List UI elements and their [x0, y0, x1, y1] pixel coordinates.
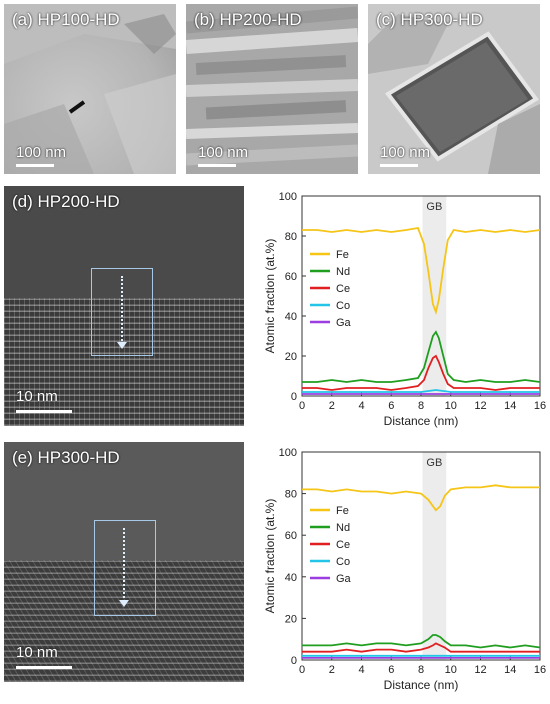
panel-label-d: (d) HP200-HD [12, 192, 120, 211]
x-tick-label: 14 [504, 664, 516, 676]
scale-text-c: 100 nm [380, 144, 431, 161]
x-tick-label: 6 [388, 400, 394, 412]
legend-label-ce: Ce [336, 283, 350, 295]
y-tick-label: 100 [279, 447, 297, 459]
tem-image-b: (b) HP200-HD 100 nm [186, 4, 358, 174]
y-tick-label: 60 [285, 271, 297, 283]
legend-label-ga: Ga [336, 573, 352, 585]
x-tick-label: 0 [299, 400, 305, 412]
series-line-ce [302, 354, 540, 391]
roi-box-e [94, 520, 156, 616]
panel-label-b: (b) HP200-HD [194, 10, 302, 29]
series-line-fe [302, 484, 540, 512]
y-tick-label: 0 [291, 391, 297, 403]
legend-label-co: Co [336, 556, 350, 568]
x-axis-label: Distance (nm) [384, 414, 459, 428]
legend-label-nd: Nd [336, 266, 350, 278]
grain-texture-c [368, 14, 540, 174]
scalebar-e [16, 666, 72, 669]
series-line-ce [302, 642, 540, 653]
scale-text-e: 10 nm [16, 644, 58, 661]
x-tick-label: 12 [474, 400, 486, 412]
panel-label-a: (a) HP100-HD [12, 10, 120, 29]
legend-label-fe: Fe [336, 505, 349, 517]
line-chart-e: GB 0 2 4 6 8 10 12 14 16 0 20 40 60 80 100 Distance (nm)… [262, 442, 546, 696]
plot-frame [301, 195, 541, 397]
x-tick-label: 14 [504, 400, 516, 412]
series-line-nd [302, 330, 541, 383]
x-tick-label: 10 [445, 664, 457, 676]
y-tick-label: 80 [285, 231, 297, 243]
series-line-co [302, 389, 540, 393]
series-line-fe [302, 226, 541, 316]
legend-label-ce: Ce [336, 539, 350, 551]
scale-text-d: 10 nm [16, 388, 58, 405]
y-axis-label: Atomic fraction (at.%) [263, 239, 277, 354]
x-tick-label: 16 [534, 400, 546, 412]
y-tick-label: 40 [285, 572, 297, 584]
panel-label-e: (e) HP300-HD [12, 448, 120, 467]
x-tick-label: 4 [358, 664, 364, 676]
x-tick-label: 12 [474, 664, 486, 676]
x-tick-label: 4 [358, 400, 364, 412]
scan-arrow-e [123, 528, 125, 602]
series-line-nd [302, 634, 541, 649]
scalebar-c [380, 164, 418, 167]
gb-annotation: GB [426, 457, 442, 469]
hrtem-image-e: (e) HP300-HD 10 nm [4, 442, 244, 682]
scan-arrowhead-d [117, 342, 127, 349]
roi-box-d [91, 268, 153, 356]
y-tick-label: 100 [279, 191, 297, 203]
x-tick-label: 2 [329, 400, 335, 412]
tem-image-a: (a) HP100-HD 100 nm [4, 4, 176, 174]
grain-texture-b [186, 6, 358, 166]
chart-svg-d: GB 0 2 4 6 8 10 12 14 16 0 20 40 60 80 100 Distance (nm)… [263, 191, 546, 428]
scan-arrowhead-e [119, 600, 129, 607]
y-tick-label: 20 [285, 351, 297, 363]
gb-annotation: GB [426, 201, 442, 213]
tem-image-c: (c) HP300-HD 100 nm [368, 4, 540, 174]
chart-svg-e: GB 0 2 4 6 8 10 12 14 16 0 20 40 60 80 100 Distance (nm)… [263, 447, 546, 692]
x-tick-label: 8 [418, 664, 424, 676]
amorphous-region-d [4, 186, 244, 298]
x-tick-label: 10 [445, 400, 457, 412]
scalebar-a [16, 164, 54, 167]
scan-arrow-d [121, 276, 123, 344]
y-tick-label: 80 [285, 489, 297, 501]
x-tick-label: 8 [418, 400, 424, 412]
scale-text-a: 100 nm [16, 144, 67, 161]
scale-text-b: 100 nm [198, 144, 249, 161]
scalebar-b [198, 164, 236, 167]
line-chart-d: GB 0 2 4 6 8 10 12 14 16 0 20 40 60 80 100 Distance (nm)… [262, 186, 546, 430]
x-tick-label: 16 [534, 664, 546, 676]
gb-band [422, 452, 447, 660]
legend-label-co: Co [336, 300, 350, 312]
x-tick-label: 0 [299, 664, 305, 676]
y-tick-label: 40 [285, 311, 297, 323]
y-axis-label: Atomic fraction (at.%) [263, 499, 277, 614]
x-tick-label: 2 [329, 664, 335, 676]
legend-label-nd: Nd [336, 522, 350, 534]
x-tick-label: 6 [388, 664, 394, 676]
x-axis-label: Distance (nm) [384, 678, 459, 692]
y-tick-label: 20 [285, 613, 297, 625]
panel-label-c: (c) HP300-HD [376, 10, 483, 29]
hrtem-image-d: (d) HP200-HD 10 nm [4, 186, 244, 426]
legend-label-fe: Fe [336, 249, 349, 261]
y-tick-label: 0 [291, 655, 297, 667]
gb-band [422, 196, 447, 396]
grain-texture-a [4, 4, 176, 174]
scalebar-d [16, 410, 72, 413]
legend-label-ga: Ga [336, 317, 352, 329]
y-tick-label: 60 [285, 530, 297, 542]
